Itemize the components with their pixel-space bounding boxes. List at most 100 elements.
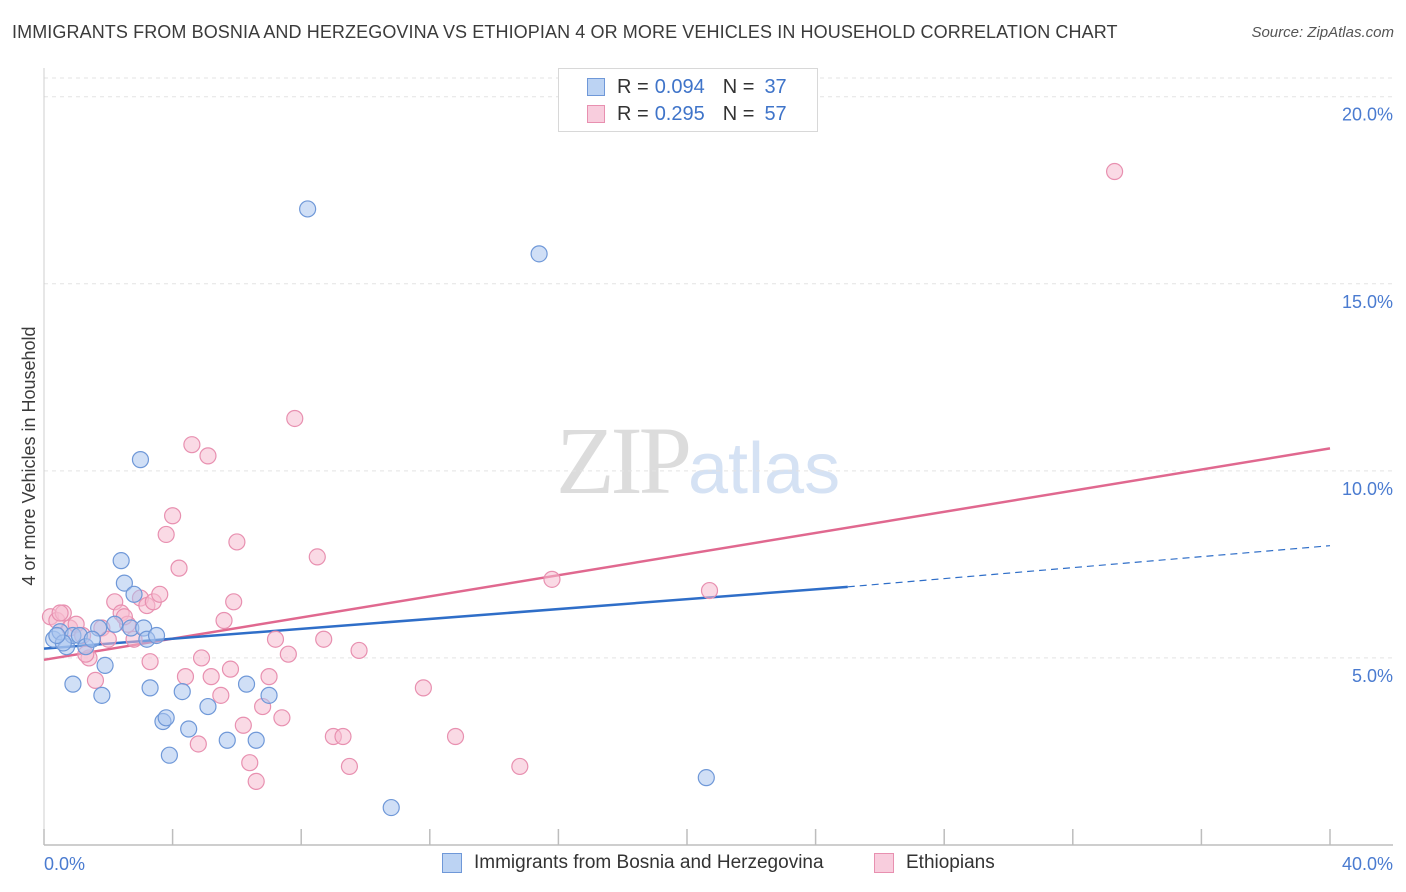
legend-swatch-pink — [587, 105, 605, 123]
point-ethiopians — [511, 757, 529, 776]
point-ethiopians — [414, 679, 432, 697]
legend-r-value-blue: 0.094 — [654, 75, 705, 98]
point-bosnia — [83, 630, 101, 648]
bottom-legend-swatch-blue — [442, 853, 462, 873]
legend-r-label-pink: R = — [617, 102, 649, 125]
point-bosnia — [160, 746, 178, 764]
point-bosnia — [48, 626, 66, 645]
grid-lines — [44, 77, 1393, 659]
bottom-legend-label-pink: Ethiopians — [906, 852, 995, 873]
point-ethiopians — [189, 735, 207, 753]
point-ethiopians — [286, 409, 304, 428]
point-ethiopians — [315, 630, 333, 648]
point-bosnia — [96, 656, 114, 675]
point-bosnia — [106, 615, 124, 633]
watermark-zip: ZIP — [556, 407, 692, 514]
point-bosnia — [299, 200, 317, 218]
point-bosnia — [180, 720, 198, 738]
legend-r-value-pink: 0.295 — [654, 102, 705, 125]
point-ethiopians — [176, 668, 195, 686]
point-ethiopians — [157, 525, 175, 544]
point-bosnia — [125, 585, 143, 603]
bottom-legend-swatch-pink — [874, 853, 894, 873]
trend-lines — [43, 447, 1331, 662]
point-ethiopians — [543, 570, 561, 588]
axis-labels: 4 or more Vehicles in Household 0.0% 40.… — [19, 105, 1393, 874]
point-ethiopians — [151, 585, 169, 603]
axes — [43, 68, 1393, 846]
legend-row-blue: R = 0.094 N = 37 — [587, 75, 787, 99]
point-bosnia — [157, 709, 175, 727]
point-ethiopians — [183, 436, 201, 454]
correlation-legend: R = 0.094 N = 37 R = 0.295 N = 57 — [558, 68, 818, 132]
y-tick-label: 15.0% — [1342, 292, 1393, 312]
legend-n-value-pink: 57 — [764, 102, 787, 125]
point-bosnia — [173, 682, 191, 701]
bottom-legend-label-blue: Immigrants from Bosnia and Herzegovina — [474, 852, 824, 873]
point-bosnia — [93, 686, 111, 704]
point-ethiopians — [279, 645, 297, 663]
point-ethiopians — [308, 548, 326, 566]
point-bosnia — [199, 697, 217, 716]
point-bosnia — [247, 731, 265, 749]
point-ethiopians — [164, 507, 182, 525]
bottom-legend-blue: Immigrants from Bosnia and Herzegovina — [442, 852, 824, 874]
trend-line-ethiopians — [43, 447, 1331, 662]
watermark: ZIPatlas — [556, 405, 840, 516]
point-ethiopians — [212, 686, 230, 704]
watermark-atlas: atlas — [688, 429, 841, 509]
point-bosnia — [237, 675, 256, 693]
point-ethiopians — [86, 671, 105, 689]
point-ethiopians — [340, 757, 359, 776]
x-tick-min: 0.0% — [44, 854, 85, 874]
legend-row-pink: R = 0.295 N = 57 — [587, 102, 787, 126]
point-ethiopians — [350, 641, 368, 660]
legend-swatch-blue — [587, 78, 605, 96]
point-ethiopians — [215, 611, 233, 630]
point-ethiopians — [202, 668, 220, 686]
point-ethiopians — [51, 604, 69, 622]
legend-n-value-blue: 37 — [764, 75, 787, 98]
y-tick-label: 20.0% — [1342, 105, 1393, 125]
point-ethiopians — [141, 653, 159, 671]
point-bosnia — [218, 731, 236, 749]
point-ethiopians — [1105, 162, 1124, 181]
trend-line-bosnia-extrapolated — [847, 545, 1331, 588]
point-ethiopians — [228, 533, 246, 551]
point-ethiopians — [273, 709, 291, 727]
point-ethiopians — [266, 630, 285, 648]
point-ethiopians — [247, 772, 265, 790]
point-bosnia — [147, 626, 166, 645]
data-points — [41, 162, 1124, 817]
point-ethiopians — [199, 447, 217, 465]
bottom-legend-pink: Ethiopians — [874, 852, 995, 874]
point-bosnia — [697, 769, 715, 787]
x-tick-max: 40.0% — [1342, 854, 1393, 874]
point-bosnia — [260, 686, 278, 704]
point-ethiopians — [446, 727, 465, 746]
point-bosnia — [112, 552, 130, 570]
point-ethiopians — [260, 668, 278, 686]
y-tick-label: 5.0% — [1352, 666, 1393, 686]
point-ethiopians — [234, 716, 252, 734]
point-bosnia — [141, 679, 159, 697]
legend-n-label-blue: N = — [722, 75, 755, 98]
y-tick-label: 10.0% — [1342, 479, 1393, 499]
point-ethiopians — [221, 660, 240, 678]
chart-title: IMMIGRANTS FROM BOSNIA AND HERZEGOVINA V… — [12, 22, 1118, 42]
point-bosnia — [131, 451, 150, 469]
legend-r-label-blue: R = — [617, 75, 649, 98]
point-ethiopians — [225, 593, 243, 611]
legend-n-label-pink: N = — [722, 102, 755, 125]
point-ethiopians — [700, 581, 719, 600]
point-bosnia — [530, 245, 548, 263]
source-credit: Source: ZipAtlas.com — [1251, 24, 1394, 41]
point-ethiopians — [334, 727, 352, 746]
point-ethiopians — [192, 649, 211, 667]
point-bosnia — [382, 798, 400, 817]
point-ethiopians — [170, 559, 188, 577]
point-bosnia — [64, 675, 82, 693]
point-ethiopians — [241, 754, 259, 772]
point-bosnia — [115, 574, 133, 592]
